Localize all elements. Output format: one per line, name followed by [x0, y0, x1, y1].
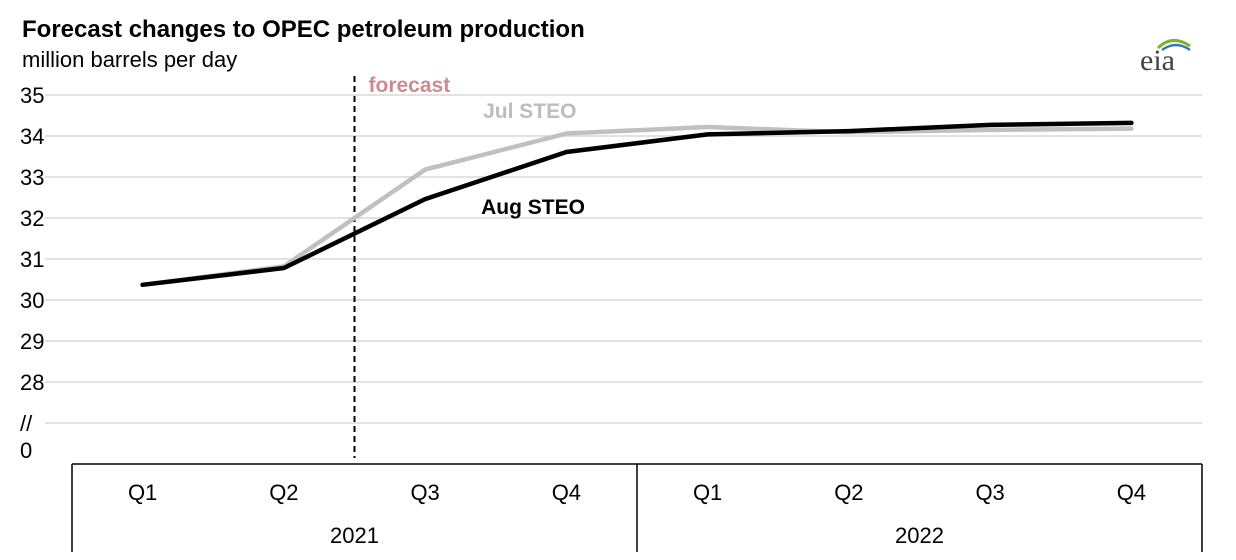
- y-tick-label: 28: [20, 370, 44, 395]
- y-tick-label: 0: [20, 438, 32, 463]
- series-line-jul-steo: [140, 124, 1134, 288]
- y-tick-label: 32: [20, 206, 44, 231]
- y-tick-label: //: [20, 411, 33, 436]
- chart-subtitle: million barrels per day: [22, 47, 238, 72]
- series-line-aug-steo: [140, 120, 1134, 288]
- y-tick-label: 31: [20, 247, 44, 272]
- y-tick-label: 34: [20, 124, 44, 149]
- year-label: 2022: [895, 523, 944, 548]
- y-tick-label: 29: [20, 329, 44, 354]
- x-tick-label: Q2: [834, 480, 863, 505]
- eia-logo-text: eia: [1140, 44, 1175, 76]
- x-tick-label: Q2: [269, 480, 298, 505]
- x-tick-label: Q3: [410, 480, 439, 505]
- chart-title: Forecast changes to OPEC petroleum produ…: [22, 16, 585, 43]
- y-tick-label: 33: [20, 165, 44, 190]
- eia-logo-arc-green: [1156, 39, 1191, 50]
- x-tick-label: Q1: [128, 480, 157, 505]
- forecast-label: forecast: [369, 74, 451, 97]
- x-tick-label: Q4: [552, 480, 581, 505]
- x-tick-label: Q4: [1117, 480, 1146, 505]
- eia-logo-arc-blue: [1161, 43, 1191, 52]
- y-tick-label: 35: [20, 83, 44, 108]
- line-layer: [140, 120, 1134, 288]
- series-label: Aug STEO: [481, 196, 585, 219]
- x-tick-label: Q3: [975, 480, 1004, 505]
- label-layer: 35 34 33 32 31 30 29 28 //0 Q1 Q2 Q3 Q4 Q1 Q2 Q3 Q4 2021 2…: [20, 74, 1146, 548]
- axis-layer: [71, 76, 1203, 552]
- grid-layer: [45, 94, 1202, 424]
- y-tick-label: 30: [20, 288, 44, 313]
- x-tick-label: Q1: [693, 480, 722, 505]
- year-label: 2021: [330, 523, 379, 548]
- series-label: Jul STEO: [483, 100, 576, 123]
- eia-logo: eia: [1138, 36, 1198, 81]
